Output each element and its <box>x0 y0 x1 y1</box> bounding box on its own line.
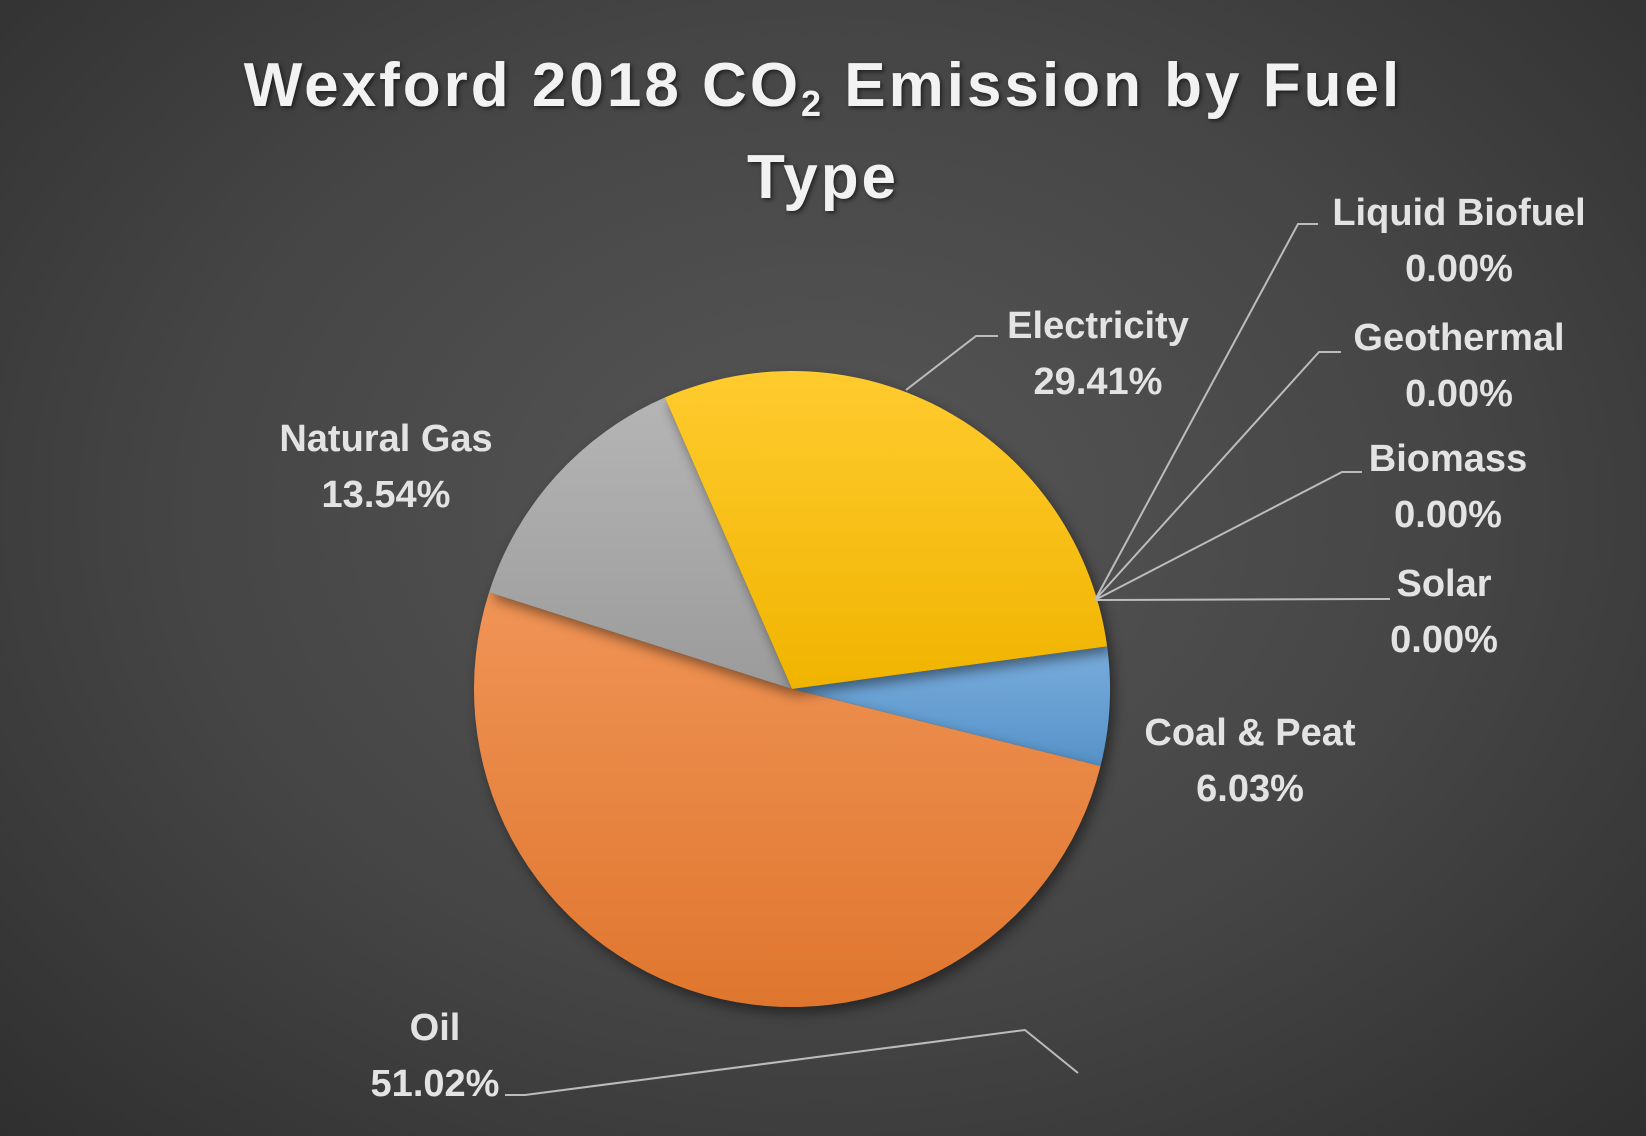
leader-line-oil <box>505 1028 1079 1096</box>
data-label-name-liquid-biofuel: Liquid Biofuel <box>1332 192 1585 234</box>
data-label-name-geothermal: Geothermal <box>1353 317 1564 359</box>
leader-lines <box>505 223 1390 1096</box>
leader-line-electricity <box>905 335 998 391</box>
data-label-value-electricity: 29.41% <box>1034 361 1163 403</box>
chart-title: Wexford 2018 CO2 Emission by Fuel Type <box>0 40 1646 224</box>
data-label-name-electricity: Electricity <box>1007 305 1189 347</box>
chart-title-part1: Wexford 2018 CO <box>243 51 802 120</box>
leader-line-biomass <box>1094 471 1362 601</box>
pie-slices <box>473 370 1110 1008</box>
data-label-value-liquid-biofuel: 0.00% <box>1405 248 1513 290</box>
leader-line-solar <box>1094 598 1390 601</box>
data-label-value-geothermal: 0.00% <box>1405 373 1513 415</box>
pie-slice-oil <box>473 592 1101 1008</box>
data-label-name-coal-peat: Coal & Peat <box>1144 712 1356 754</box>
data-label-value-biomass: 0.00% <box>1394 494 1502 536</box>
pie-slice-natural-gas <box>489 397 792 689</box>
chart-title-line2: Type <box>746 143 900 212</box>
pie-slice-coal-peat <box>792 646 1110 766</box>
chart-title-part2: Emission by Fuel <box>824 51 1403 120</box>
data-label-value-natural-gas: 13.54% <box>322 474 451 516</box>
leader-line-geothermal <box>1094 351 1341 601</box>
data-label-name-solar: Solar <box>1396 563 1491 605</box>
data-label-value-oil: 51.02% <box>371 1063 500 1105</box>
leader-line-liquid-biofuel <box>1094 223 1318 601</box>
pie-slice-electricity <box>664 370 1108 689</box>
chart-title-subscript: 2 <box>801 83 825 124</box>
data-label-name-oil: Oil <box>410 1007 461 1049</box>
data-label-name-natural-gas: Natural Gas <box>279 418 492 460</box>
data-label-value-solar: 0.00% <box>1390 619 1498 661</box>
data-labels: Coal & Peat 6.03% Oil 51.02% Natural Gas 13.5… <box>279 192 1585 1105</box>
data-label-value-coal-peat: 6.03% <box>1196 768 1304 810</box>
data-label-name-biomass: Biomass <box>1369 438 1527 480</box>
